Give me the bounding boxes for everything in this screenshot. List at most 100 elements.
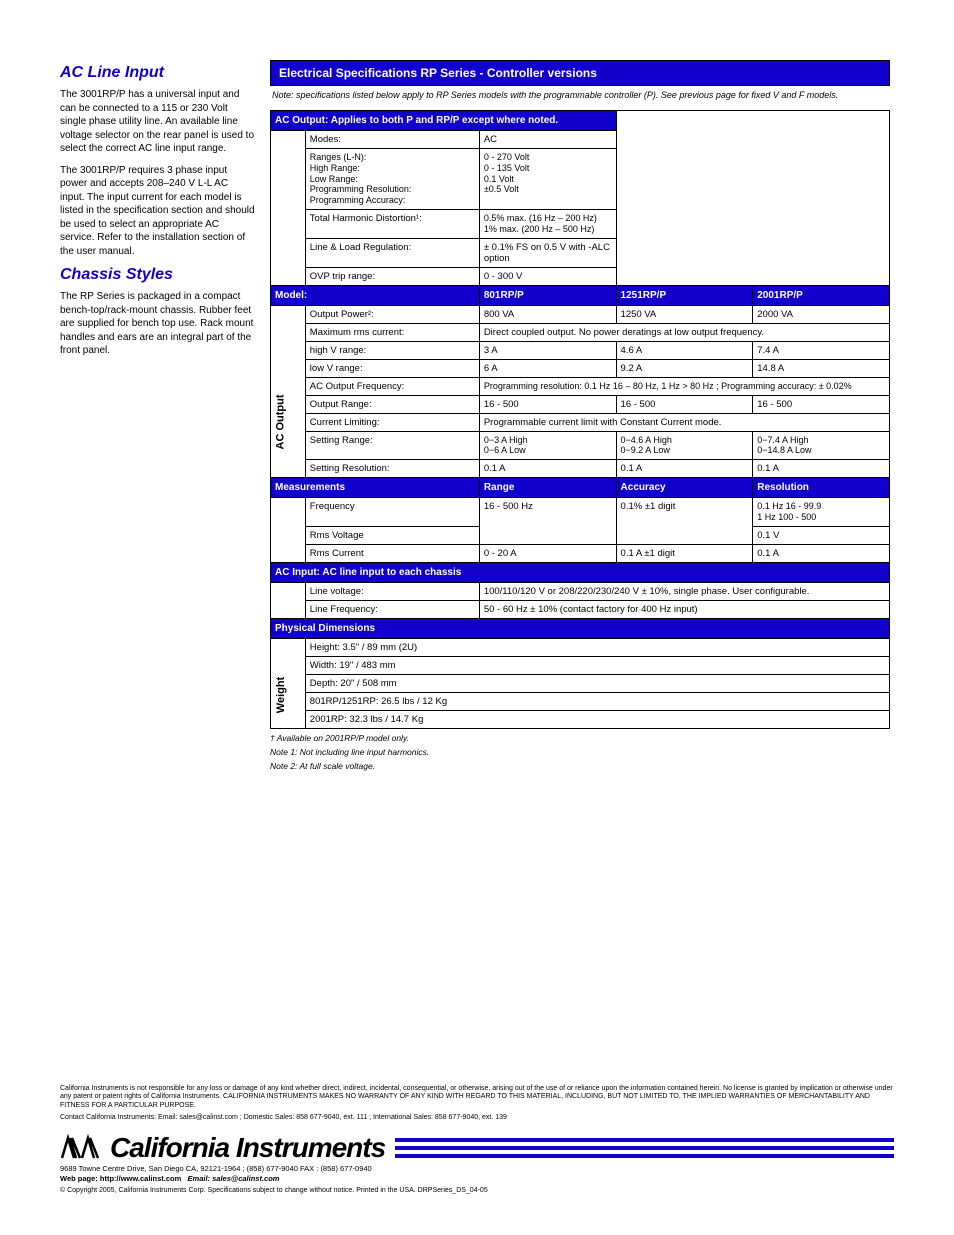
cell: 0.5% max. (16 Hz – 200 Hz) 1% max. (200 …: [479, 209, 616, 238]
cell: 1250 VA: [616, 305, 753, 323]
cell: 801RP/1251RP: 26.5 lbs / 12 Kg: [305, 692, 889, 710]
logo-row: California Instruments: [60, 1132, 894, 1164]
para-1: The 3001RP/P has a universal input and c…: [60, 88, 255, 156]
meas-header-0: Measurements: [271, 478, 480, 498]
footer: California Instruments is not responsibl…: [0, 1085, 954, 1195]
cell: OVP trip range:: [305, 267, 479, 285]
cell: Output Power²:: [305, 305, 479, 323]
cell: Height: 3.5" / 89 mm (2U): [305, 638, 889, 656]
cell: 2001RP: 32.3 lbs / 14.7 Kg: [305, 710, 889, 728]
model-header-label: Model:: [271, 285, 480, 305]
cell: Maximum rms current:: [305, 323, 479, 341]
cell: 6 A: [479, 359, 616, 377]
logo-icon: [60, 1134, 100, 1163]
cell: Rms Current: [305, 544, 479, 562]
cell: Total Harmonic Distortion¹:: [305, 209, 479, 238]
output-table: AC Output: Applies to both P and RP/P ex…: [270, 110, 890, 729]
cell: 2000 VA: [753, 305, 890, 323]
copyright: © Copyright 2005, California Instruments…: [60, 1186, 894, 1195]
cell: AC: [479, 131, 616, 149]
logo-stripes: [395, 1138, 894, 1158]
rowhead-output: [271, 131, 306, 286]
footnote-1: Note 1: Not including line input harmoni…: [270, 743, 890, 757]
cell: 800 VA: [479, 305, 616, 323]
model-header-2: 1251RP/P: [616, 285, 753, 305]
cell: high V range:: [305, 341, 479, 359]
cell: 0−7.4 A High 0−14.8 A Low: [753, 431, 890, 460]
input-header: AC Input: AC line input to each chassis: [271, 562, 890, 582]
cell: 100/110/120 V or 208/220/230/240 V ± 10%…: [479, 582, 889, 600]
cell: 9.2 A: [616, 359, 753, 377]
meas-header-3: Resolution: [753, 478, 890, 498]
cell: 0−3 A High 0−6 A Low: [479, 431, 616, 460]
cell: 0.1% ±1 digit: [616, 498, 753, 545]
heading-ac-line-input: AC Line Input: [60, 64, 255, 82]
logo-text: California Instruments: [110, 1132, 385, 1164]
cell: Line Frequency:: [305, 600, 479, 618]
heading-chassis: Chassis Styles: [60, 266, 255, 284]
cell: Current Limiting:: [305, 413, 479, 431]
para-3: The RP Series is packaged in a compact b…: [60, 290, 255, 358]
model-header-3: 2001RP/P: [753, 285, 890, 305]
phys-header: Physical Dimensions: [271, 618, 890, 638]
cell: 0.1 A: [753, 460, 890, 478]
cell: Ranges (L-N): High Range: Low Range: Pro…: [305, 149, 479, 210]
model-header-1: 801RP/P: [479, 285, 616, 305]
cell: 0−4.6 A High 0−9.2 A Low: [616, 431, 753, 460]
cell: low V range:: [305, 359, 479, 377]
cell: Programmable current limit with Constant…: [479, 413, 889, 431]
cell: Depth: 20" / 508 mm: [305, 674, 889, 692]
contact-block: 9689 Towne Centre Drive, San Diego CA, 9…: [60, 1164, 894, 1195]
cell: 0.1 Hz 16 - 99.9 1 Hz 100 - 500: [753, 498, 890, 527]
spec-column: Electrical Specifications RP Series - Co…: [270, 60, 890, 771]
cell: Frequency: [305, 498, 479, 527]
cell: Width: 19" / 483 mm: [305, 656, 889, 674]
cell: 0.1 A ±1 digit: [616, 544, 753, 562]
cell: 7.4 A: [753, 341, 890, 359]
output-header: AC Output: Applies to both P and RP/P ex…: [271, 111, 617, 131]
cell: Setting Resolution:: [305, 460, 479, 478]
cell: 16 - 500: [616, 395, 753, 413]
cell: 3 A: [479, 341, 616, 359]
email: Email: sales@calinst.com: [188, 1174, 280, 1183]
left-column: AC Line Input The 3001RP/P has a univers…: [60, 60, 270, 366]
rowhead-input: [271, 582, 306, 618]
rowhead-ac-output: AC Output: [271, 305, 306, 478]
meas-note: † Available on 2001RP/P model only.: [270, 729, 890, 743]
web: Web page: http://www.calinst.com: [60, 1174, 181, 1183]
cell: 16 - 500: [753, 395, 890, 413]
spec-note: Note: specifications listed below apply …: [270, 86, 890, 110]
cell: 0 - 270 Volt 0 - 135 Volt 0.1 Volt ±0.5 …: [479, 149, 616, 210]
page: AC Line Input The 3001RP/P has a univers…: [0, 0, 954, 811]
cell: 4.6 A: [616, 341, 753, 359]
cell: Programming resolution: 0.1 Hz 16 – 80 H…: [479, 377, 889, 395]
meas-header-1: Range: [479, 478, 616, 498]
disclaimer-2: Contact California Instruments: Email: s…: [60, 1114, 894, 1122]
cell: 16 - 500 Hz: [479, 498, 616, 545]
disclaimer-1: California Instruments is not responsibl…: [60, 1085, 894, 1110]
cell: Rms Voltage: [305, 526, 479, 544]
cell: Modes:: [305, 131, 479, 149]
footer-disclaimers: California Instruments is not responsibl…: [60, 1085, 894, 1123]
rowhead-phys: Weight: [271, 638, 306, 728]
cell: Line & Load Regulation:: [305, 238, 479, 267]
spec-title-bar: Electrical Specifications RP Series - Co…: [270, 60, 890, 86]
cell: 0.1 A: [753, 544, 890, 562]
cell: ± 0.1% FS on 0.5 V with -ALC option: [479, 238, 616, 267]
address: 9689 Towne Centre Drive, San Diego CA, 9…: [60, 1164, 894, 1174]
cell: 0 - 20 A: [479, 544, 616, 562]
footnote-2: Note 2: At full scale voltage.: [270, 757, 890, 771]
cell: 16 - 500: [479, 395, 616, 413]
para-2: The 3001RP/P requires 3 phase input powe…: [60, 164, 255, 259]
cell: Output Range:: [305, 395, 479, 413]
cell: Setting Range:: [305, 431, 479, 460]
cell: Line voltage:: [305, 582, 479, 600]
cell: 0.1 A: [616, 460, 753, 478]
cell: 14.8 A: [753, 359, 890, 377]
cell: 0.1 V: [753, 526, 890, 544]
meas-header-2: Accuracy: [616, 478, 753, 498]
cell: 50 - 60 Hz ± 10% (contact factory for 40…: [479, 600, 889, 618]
cell: 0.1 A: [479, 460, 616, 478]
cell: 0 - 300 V: [479, 267, 616, 285]
cell: AC Output Frequency:: [305, 377, 479, 395]
